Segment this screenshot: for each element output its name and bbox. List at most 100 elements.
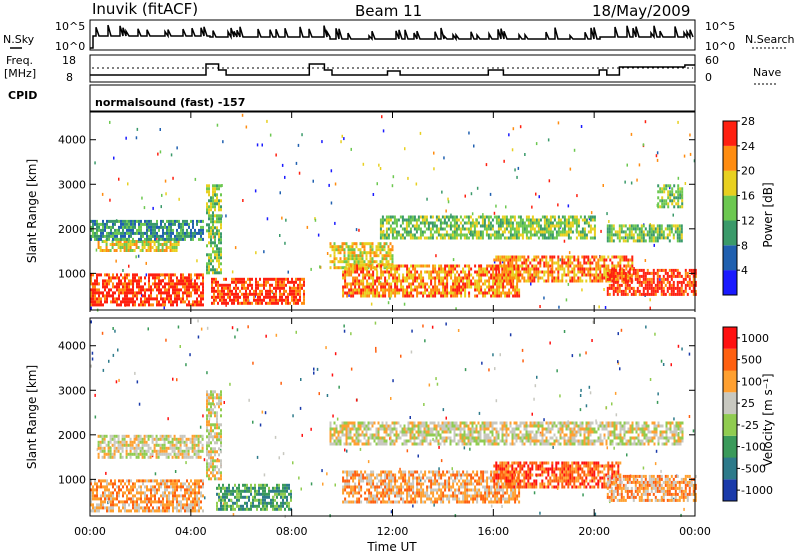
heatmap-cell [394,288,397,292]
heatmap-cell [638,239,641,243]
heatmap-cell [231,298,233,302]
heatmap-cell [608,227,611,231]
heatmap-cell [103,452,106,456]
heatmap-cell [127,246,130,249]
heatmap-cell [658,286,661,290]
heatmap-cell [148,497,150,501]
heatmap-cell [126,282,128,286]
heatmap-cell [624,233,627,237]
heatmap-cell [609,258,612,262]
heatmap-cell [429,227,432,231]
heatmap-cell [124,285,126,289]
heatmap-cell [194,228,196,232]
heatmap-cell [100,291,102,295]
heatmap-cell [555,276,558,280]
heatmap-cell [148,237,150,241]
heatmap-speckle [157,152,159,156]
heatmap-cell [652,239,655,243]
heatmap-cell [175,243,178,246]
heatmap-cell [436,273,439,277]
heatmap-cell [523,221,526,225]
heatmap-cell [545,227,548,231]
heatmap-cell [497,267,500,271]
heatmap-speckle [174,470,177,473]
heatmap-cell [517,236,520,240]
heatmap-cell [265,277,267,281]
heatmap-cell [198,506,200,510]
heatmap-cell [447,233,450,237]
heatmap-cell [140,285,142,289]
heatmap-cell [335,257,338,261]
heatmap-cell [521,276,524,280]
heatmap-cell [407,233,410,237]
heatmap-speckle [334,221,336,225]
heatmap-cell [553,227,556,231]
heatmap-cell [589,258,592,262]
heatmap-cell [365,263,368,267]
heatmap-cell [158,228,160,232]
heatmap-speckle [282,452,285,456]
heatmap-speckle [115,380,118,384]
heatmap-cell [190,485,192,489]
heatmap-cell [418,273,421,277]
heatmap-speckle [522,359,524,363]
heatmap-cell [108,231,110,235]
heatmap-cell [102,479,104,483]
heatmap-cell [156,500,158,504]
heatmap-cell [362,291,365,295]
heatmap-speckle [549,341,551,345]
heatmap-cell [537,224,540,228]
heatmap-speckle [222,140,224,144]
heatmap-cell [154,297,156,301]
heatmap-cell [652,280,655,284]
heatmap-cell [210,262,212,266]
heatmap-cell [551,230,554,234]
heatmap-cell [219,295,221,299]
heatmap-cell [646,292,649,296]
heatmap-cell [225,298,227,302]
heatmap-cell [166,488,168,492]
heatmap-cell [468,279,471,283]
heatmap-cell [361,257,364,261]
heatmap-cell [517,230,520,234]
heatmap-cell [573,273,576,277]
heatmap-cell [186,297,188,301]
heatmap-cell [648,239,651,243]
heatmap-cell [177,240,180,243]
heatmap-cell [414,276,417,280]
heatmap-cell [156,509,158,513]
heatmap-cell [670,230,673,234]
heatmap-speckle [463,446,466,450]
heatmap-cell [620,236,623,240]
heatmap-cell [156,506,158,510]
heatmap-cell [259,283,261,287]
heatmap-cell [657,184,660,188]
heatmap-cell [261,292,263,296]
heatmap-cell [346,294,349,298]
heatmap-cell [617,255,620,259]
heatmap-cell [114,291,116,295]
heatmap-cell [97,443,100,447]
heatmap-cell [565,273,568,277]
heatmap-cell [621,273,624,277]
heatmap-cell [543,264,546,268]
heatmap-cell [415,224,418,228]
heatmap-cell [648,283,651,287]
heatmap-cell [414,267,417,271]
heatmap-cell [356,276,359,280]
heatmap-cell [441,221,444,225]
heatmap-cell [478,279,481,283]
heatmap-cell [630,277,633,281]
heatmap-cell [537,221,540,225]
heatmap-cell [484,282,487,286]
heatmap-cell [531,264,534,268]
heatmap-cell [168,219,170,223]
heatmap-cell [406,276,409,280]
heatmap-cell [419,236,422,240]
heatmap-cell [463,236,466,240]
heatmap-cell [190,219,192,223]
heatmap-cell [545,261,548,265]
heatmap-cell [144,506,146,510]
heatmap-cell [527,224,530,228]
heatmap-cell [90,282,92,286]
